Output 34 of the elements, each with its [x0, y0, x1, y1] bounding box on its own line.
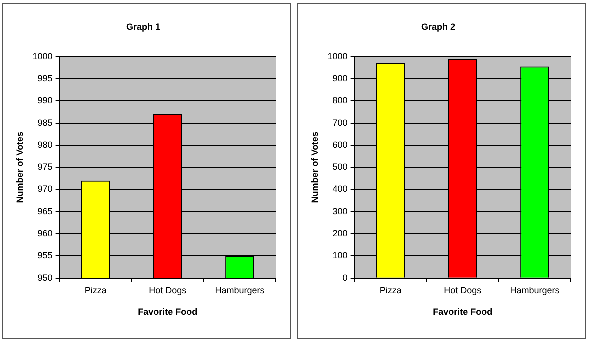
y-tick-label: 200	[332, 228, 348, 239]
x-axis-title: Favorite Food	[138, 307, 198, 318]
y-tick-label: 800	[332, 96, 348, 106]
y-tick-label: 900	[332, 73, 348, 84]
y-tick-label: 975	[38, 162, 53, 172]
y-tick-label: 100	[332, 250, 348, 261]
chart-title: Graph 2	[421, 22, 456, 32]
x-tick-label: Hamburgers	[510, 285, 560, 296]
y-tick-label: 995	[38, 73, 53, 84]
x-tick-label: Pizza	[380, 285, 402, 296]
y-tick-label: 400	[332, 184, 348, 194]
y-tick-label: 700	[332, 118, 348, 128]
y-tick-label: 985	[38, 118, 53, 128]
y-tick-label: 1000	[328, 51, 348, 62]
y-axis-title: Number of Votes	[14, 132, 25, 204]
x-axis-title: Favorite Food	[433, 307, 493, 318]
x-tick-label: Hot Dogs	[149, 285, 188, 296]
y-tick-label: 600	[332, 140, 348, 150]
y-tick-label: 300	[332, 206, 348, 216]
x-tick-label: Hamburgers	[215, 285, 266, 296]
y-tick-label: 980	[38, 140, 53, 150]
y-tick-label: 965	[38, 206, 53, 216]
y-tick-label: 970	[38, 184, 53, 194]
chart-title: Graph 1	[126, 22, 161, 32]
y-tick-label: 960	[38, 228, 53, 239]
y-tick-label: 950	[38, 272, 53, 283]
x-tick-label: Hot Dogs	[444, 285, 482, 296]
y-tick-label: 990	[38, 96, 53, 106]
y-tick-label: 955	[38, 250, 53, 261]
x-tick-label: Pizza	[84, 285, 107, 296]
y-tick-label: 1000	[32, 51, 53, 62]
y-axis-title: Number of Votes	[310, 132, 320, 204]
y-tick-label: 500	[332, 162, 348, 172]
y-tick-label: 0	[342, 272, 348, 283]
